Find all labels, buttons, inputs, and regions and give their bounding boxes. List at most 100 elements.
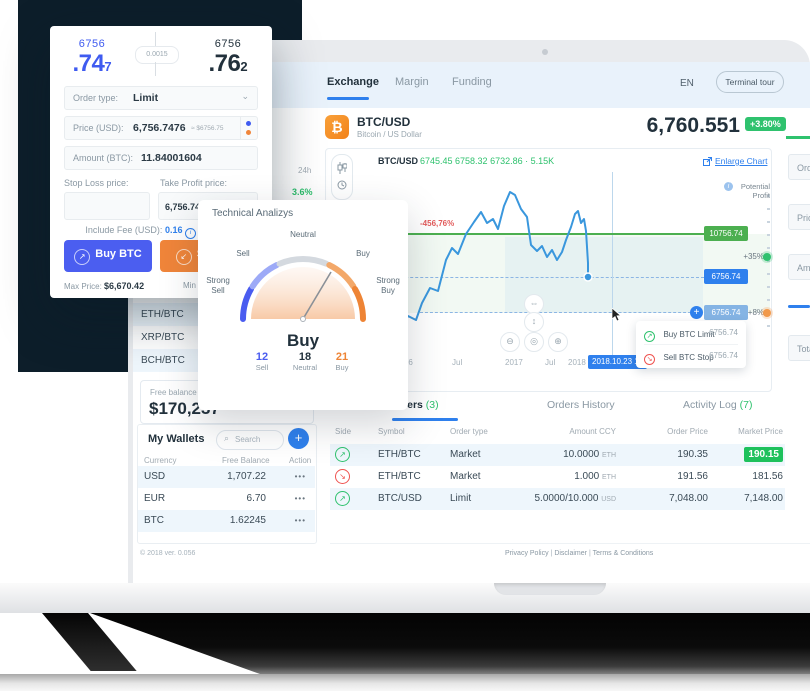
pair-row-xrpbtc[interactable]: XRP/BTC (133, 326, 320, 349)
ask-last: 2 (240, 59, 248, 74)
stop-loss-input[interactable] (64, 192, 150, 220)
wallet-search-input[interactable]: ⌕ Search (216, 430, 284, 450)
info-icon[interactable]: i (185, 228, 196, 239)
side-panel-buy-indicator (786, 136, 810, 139)
wallet-col-balance: Free Balance (222, 456, 270, 465)
bitcoin-icon: ₿ (325, 115, 349, 139)
x-tick: 2018 (568, 358, 586, 367)
tab-exchange[interactable]: Exchange (327, 76, 379, 88)
order-type: Market (450, 449, 481, 460)
buy-side-icon: ↗ (335, 447, 350, 462)
fee-label: Include Fee (USD): (85, 225, 163, 235)
wallet-balance: 1,707.22 (227, 471, 266, 482)
instrument-pair[interactable]: BTC/USD (357, 115, 411, 129)
bid-dot-icon[interactable] (246, 121, 251, 126)
chart-negative-change-label: -456,76% (420, 219, 455, 228)
side-panel-price-field[interactable]: Price (788, 204, 810, 230)
zoom-in-icon: ⊕ (554, 336, 562, 346)
wallet-actions-button[interactable]: ••• (294, 472, 306, 481)
plus-icon: + (693, 307, 700, 318)
add-wallet-button[interactable]: + (288, 428, 309, 449)
tab-orders-history[interactable]: Orders History (547, 399, 615, 411)
order-row[interactable]: ↘ ETH/BTC Market 1.000 ETH 191.56 181.56 (330, 466, 785, 488)
clock-icon[interactable] (337, 180, 347, 190)
order-levels-tooltip: ↗ Buy BTC Limit 6756.74 ↘ Sell BTC Stop … (636, 321, 746, 368)
ask-int: 6756 (214, 38, 242, 50)
gauge-needle-pivot (300, 316, 306, 322)
ask-dot-icon[interactable] (246, 130, 251, 135)
fee-line: Include Fee (USD): 0.16 i (64, 225, 196, 239)
laptop-notch (494, 583, 606, 595)
order-type: Limit (450, 493, 472, 504)
amount-value: 1.000 (574, 471, 600, 482)
gauge-label-strong-sell: Strong Sell (206, 276, 230, 295)
pp-line1: Potential (740, 182, 770, 191)
language-switcher[interactable]: EN (680, 78, 694, 89)
enlarge-chart-link[interactable]: Enlarge Chart (715, 156, 768, 166)
max-price: Max Price: $6,670.42 (64, 281, 144, 291)
profit-pct-lower: +8% (747, 308, 764, 317)
price-input[interactable]: Price (USD): 6,756.7476 ≈ $6756.75 (64, 116, 258, 140)
tab-margin[interactable]: Margin (395, 76, 429, 88)
side-panel-total-field[interactable]: Total (788, 335, 810, 361)
side-panel-slider[interactable] (788, 305, 810, 308)
col-symbol: Symbol (378, 427, 405, 436)
pan-horizontal-button[interactable]: ⇔ (524, 294, 544, 314)
reset-view-button[interactable]: ◎ (524, 332, 544, 352)
order-row[interactable]: ↗ ETH/BTC Market 10.0000 ETH 190.35 190.… (330, 444, 785, 466)
amount-ccy: ETH (602, 452, 616, 459)
pan-vertical-button[interactable]: ↕ (524, 312, 544, 332)
tab-activity-log[interactable]: Activity Log (7) (683, 399, 752, 411)
wallet-actions-button[interactable]: ••• (294, 516, 306, 525)
buy-count: 21 (335, 351, 349, 363)
wallet-balance: 6.70 (246, 493, 266, 504)
zoom-in-button[interactable]: ⊕ (548, 332, 568, 352)
tab-funding[interactable]: Funding (452, 76, 492, 88)
terminal-tour-button[interactable]: Terminal tour (716, 71, 784, 93)
orders-history-label: Orders History (547, 399, 615, 411)
tooltip-buy-value: 6756.74 (709, 328, 738, 337)
wallet-row-btc[interactable]: BTC 1.62245 ••• (138, 510, 315, 532)
scale-dot-orange[interactable] (763, 309, 771, 317)
wallet-actions-button[interactable]: ••• (294, 494, 306, 503)
laptop-camera-dot (542, 49, 548, 55)
amount-ccy: USD (601, 496, 616, 503)
privacy-policy-link[interactable]: Privacy Policy (505, 550, 549, 557)
zoom-out-button[interactable]: ⊖ (500, 332, 520, 352)
gauge-fill (251, 267, 355, 319)
laptop-shadow (90, 613, 810, 675)
candlestick-icon[interactable] (337, 162, 347, 174)
sell-arrow-icon: ↙ (175, 248, 192, 265)
chart-dashed-line-lower (420, 312, 696, 313)
order-price: 190.35 (677, 449, 708, 460)
terms-link[interactable]: Terms & Conditions (592, 550, 654, 557)
wallet-row-usd[interactable]: USD 1,707.22 ••• (138, 466, 315, 488)
buy-btc-button[interactable]: ↗ Buy BTC (64, 240, 152, 272)
sell-count: 12 (255, 351, 269, 363)
price-value: 6,756.7476 (133, 122, 186, 134)
crosshair-timestamp-badge: 2018.10.23 15 (588, 355, 648, 369)
add-order-level-button[interactable]: + (690, 306, 703, 319)
sell-arrow-icon: ↘ (644, 354, 655, 365)
free-balance-label: Free balance (150, 388, 197, 397)
scale-dot-green[interactable] (763, 253, 771, 261)
wallet-row-eur[interactable]: EUR 6.70 ••• (138, 488, 315, 510)
ta-stat-sell: 12 Sell (245, 351, 279, 372)
stop-loss-label: Stop Loss price: (64, 178, 129, 188)
side-panel-order-field[interactable]: Order (788, 154, 810, 180)
chart-crosshair (612, 172, 613, 362)
order-price: 7,048.00 (669, 493, 708, 504)
order-row[interactable]: ↗ BTC/USD Limit 5.0000/10.000 USD 7,048.… (330, 488, 785, 510)
amount-input[interactable]: Amount (BTC): 11.84001604 (64, 146, 258, 170)
x-tick: Jul (545, 358, 556, 367)
order-symbol: ETH/BTC (378, 449, 421, 460)
side-panel-amount-field[interactable]: Amount (788, 254, 810, 280)
wallet-col-currency: Currency (144, 456, 177, 465)
tooltip-sell-row[interactable]: ↘ Sell BTC Stop 6756.74 (644, 345, 738, 367)
tooltip-buy-row[interactable]: ↗ Buy BTC Limit 6756.74 (644, 322, 738, 344)
info-icon[interactable]: i (724, 182, 733, 191)
search-placeholder: Search (235, 435, 261, 444)
take-profit-label: Take Profit price: (160, 178, 228, 188)
order-type-select[interactable]: Order type: Limit ⌄ (64, 86, 258, 110)
disclaimer-link[interactable]: Disclaimer (554, 550, 587, 557)
